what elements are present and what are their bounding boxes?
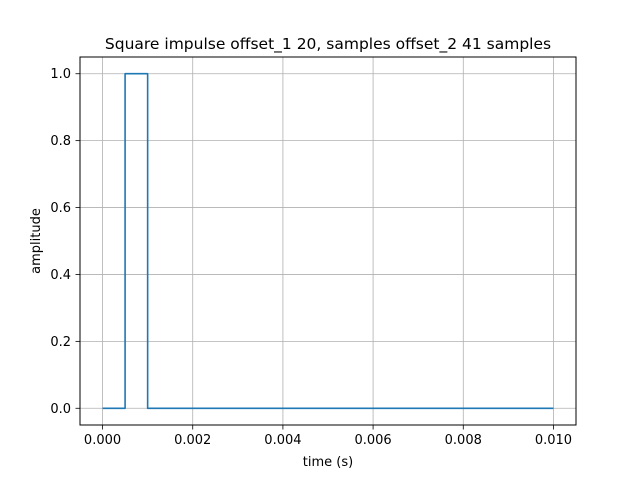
x-tick-label: 0.000 <box>84 433 121 448</box>
x-axis-label: time (s) <box>303 455 353 470</box>
series-layer <box>102 72 554 410</box>
x-tick-label: 0.008 <box>445 433 482 448</box>
y-tick-label: 0.0 <box>50 402 71 417</box>
y-tick-label: 0.2 <box>50 335 71 350</box>
plot-area <box>80 57 576 425</box>
plot-frame <box>79 56 577 426</box>
x-tick-label: 0.006 <box>354 433 391 448</box>
grid <box>80 57 576 425</box>
ticks: 0.000 0.002 0.004 0.006 0.008 0.010 0.0 0.2 0.4 0… <box>50 67 572 448</box>
y-tick-label: 0.6 <box>50 201 71 216</box>
x-tick-label: 0.002 <box>174 433 211 448</box>
x-tick-label: 0.004 <box>264 433 301 448</box>
y-axis-label: amplitude <box>29 208 44 274</box>
chart-title: Square impulse offset_1 20, samples offs… <box>105 35 551 54</box>
y-tick-label: 0.8 <box>50 134 71 149</box>
series-line <box>102 72 554 410</box>
y-tick-label: 0.4 <box>50 268 71 283</box>
y-tick-label: 1.0 <box>50 67 71 82</box>
x-tick-label: 0.010 <box>535 433 572 448</box>
